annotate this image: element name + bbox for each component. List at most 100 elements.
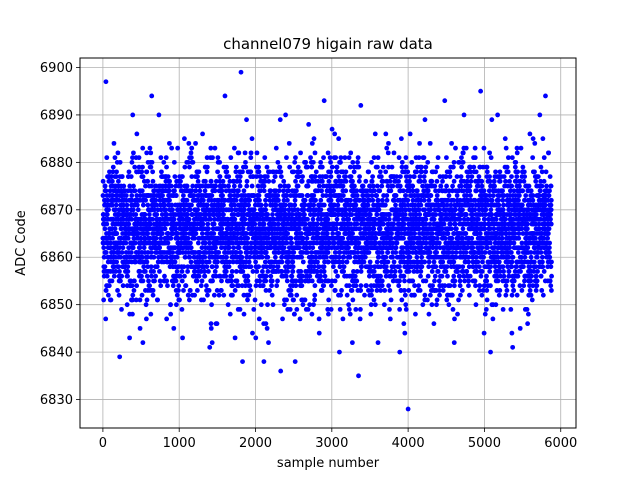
data-point [206, 226, 211, 232]
data-point [167, 178, 173, 184]
data-point [125, 273, 130, 279]
data-point [109, 202, 115, 208]
data-point [209, 250, 215, 255]
data-point [200, 221, 206, 227]
data-point [436, 240, 442, 246]
data-point [428, 207, 434, 213]
data-point [234, 235, 240, 241]
data-point [209, 340, 215, 346]
data-point [265, 302, 270, 308]
data-point [432, 183, 438, 189]
data-point [231, 245, 237, 251]
data-point [405, 169, 411, 175]
data-point [217, 159, 223, 165]
data-point [234, 269, 239, 274]
data-point [257, 278, 263, 284]
data-point [182, 254, 188, 260]
data-point [277, 117, 283, 123]
data-point [285, 231, 291, 236]
data-point [203, 283, 209, 289]
data-point [165, 283, 170, 289]
data-point [141, 264, 147, 270]
data-point [326, 311, 331, 317]
data-point [471, 164, 477, 170]
data-point [473, 302, 479, 308]
data-point [299, 178, 305, 184]
data-point [473, 283, 478, 289]
data-point [390, 254, 396, 260]
data-point [224, 254, 229, 260]
data-point [436, 278, 442, 284]
data-point [104, 221, 110, 227]
data-point [112, 155, 118, 161]
data-point [157, 245, 163, 251]
data-point [420, 302, 426, 308]
data-point [360, 183, 366, 189]
data-point [392, 269, 398, 274]
data-point [426, 197, 432, 203]
data-point [388, 235, 394, 241]
data-point [128, 174, 134, 179]
data-point [215, 155, 221, 161]
data-point [176, 283, 182, 289]
data-point [391, 150, 397, 156]
data-point [249, 183, 255, 189]
data-point [139, 169, 145, 175]
data-point [304, 250, 310, 255]
chart-title: channel079 higain raw data [223, 35, 433, 53]
data-point [298, 231, 304, 236]
data-point [206, 269, 211, 274]
data-point [451, 273, 457, 279]
data-point [112, 264, 117, 270]
data-point [335, 202, 341, 208]
data-point [204, 155, 210, 161]
data-point [156, 112, 162, 118]
data-point [401, 288, 407, 293]
data-point [238, 250, 243, 255]
data-point [113, 202, 119, 208]
data-point [256, 193, 262, 198]
data-point [413, 311, 418, 317]
data-point [168, 311, 174, 317]
data-point [184, 183, 190, 189]
data-point [375, 155, 381, 161]
data-point [407, 254, 413, 260]
data-point [442, 235, 448, 241]
data-point [210, 278, 215, 284]
data-point [171, 159, 177, 165]
data-point [181, 288, 186, 293]
data-point [101, 254, 107, 260]
data-point [234, 278, 240, 284]
data-point [165, 231, 171, 236]
data-point [133, 297, 139, 303]
data-point [132, 240, 138, 246]
data-point [367, 259, 373, 265]
data-point [149, 273, 154, 279]
data-point [109, 278, 115, 284]
data-point [384, 197, 390, 203]
data-point [147, 221, 153, 227]
data-point [403, 155, 409, 161]
data-point [144, 169, 150, 175]
data-point [150, 169, 156, 175]
data-point [148, 264, 154, 270]
data-point [340, 183, 346, 189]
data-point [110, 235, 115, 241]
data-point [221, 212, 226, 217]
data-point [268, 188, 274, 194]
data-point [435, 269, 441, 274]
data-point [124, 202, 130, 208]
data-point [355, 159, 360, 165]
data-point [244, 178, 250, 184]
data-point [248, 169, 254, 175]
data-point [286, 188, 291, 194]
data-point [433, 212, 439, 217]
data-point [368, 311, 374, 317]
data-point [182, 207, 188, 213]
data-point [288, 288, 294, 293]
data-point [394, 240, 400, 246]
data-point [193, 188, 199, 194]
data-point [281, 178, 287, 184]
data-point [434, 250, 440, 255]
data-point [281, 302, 287, 308]
